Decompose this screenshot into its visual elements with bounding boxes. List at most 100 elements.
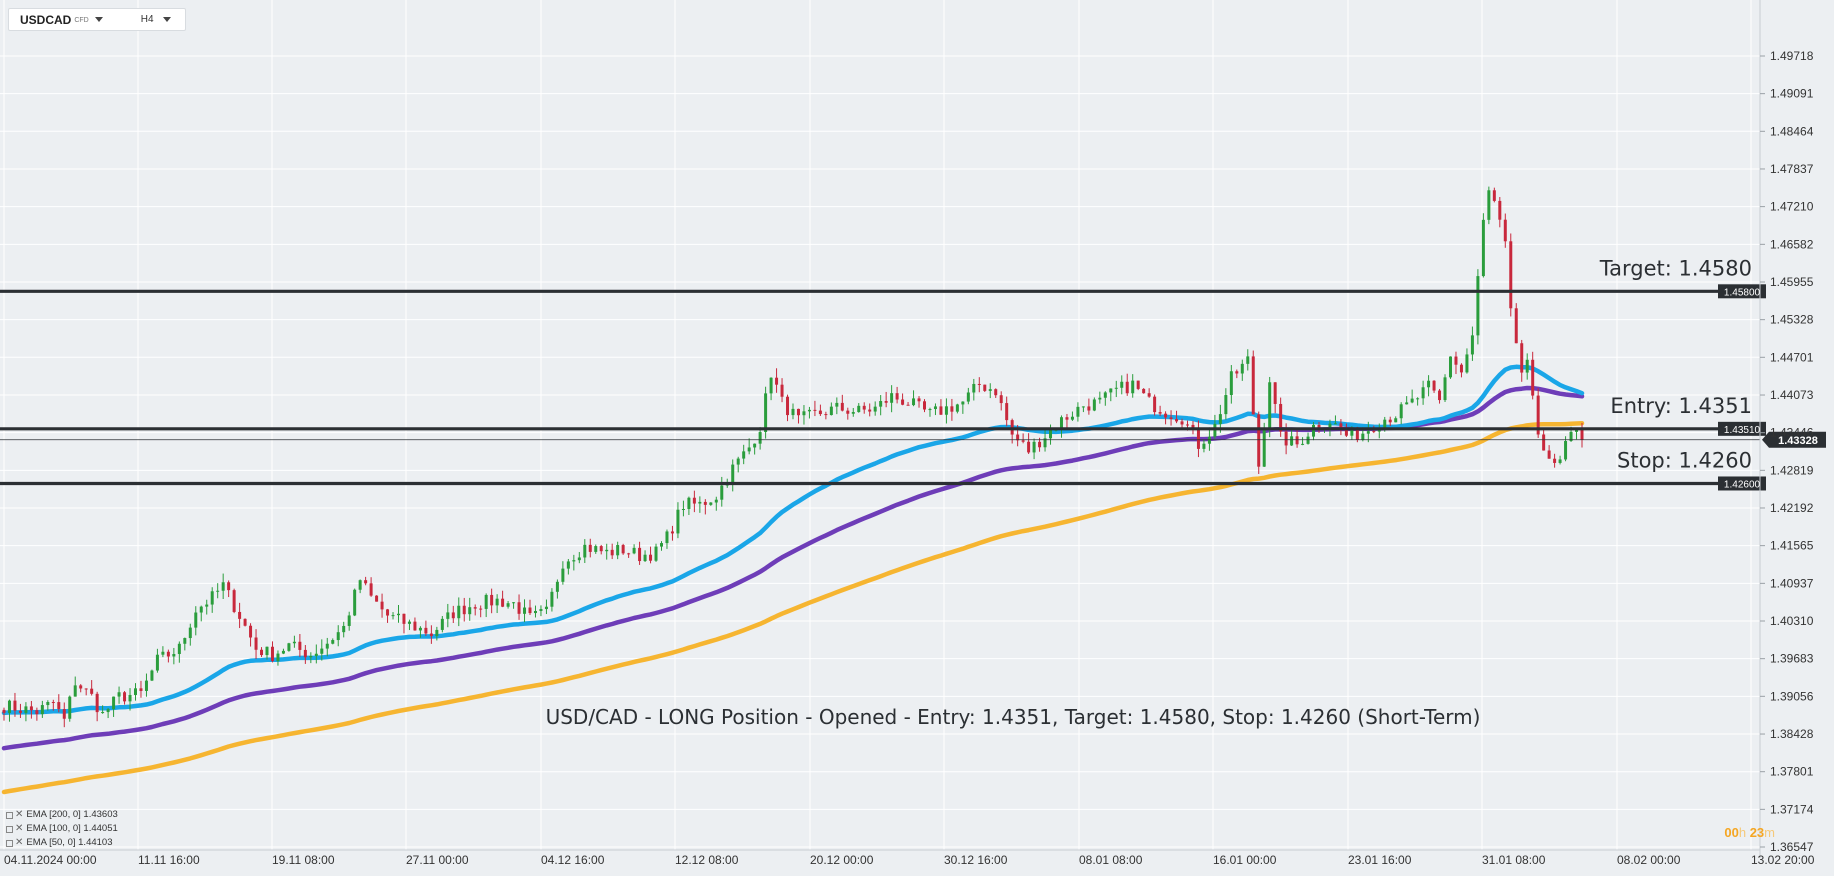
indicator-settings-icon[interactable] (6, 825, 13, 833)
candle-body (13, 700, 17, 711)
candle-body (292, 641, 296, 644)
candle-body (884, 401, 888, 403)
candle-body (813, 409, 817, 411)
symbol-type: CFD (74, 17, 89, 24)
price-tick-label: 1.48464 (1770, 124, 1814, 138)
candle-body (1476, 276, 1480, 336)
candle-body (1317, 424, 1321, 430)
candle-body (1153, 396, 1157, 413)
chart-title: USD/CAD - LONG Position - Opened - Entry… (546, 705, 1481, 729)
legend-item-ema100[interactable]: ✕ EMA [100, 0] 1.44051 (6, 822, 118, 836)
candle-body (627, 553, 631, 555)
candle-body (599, 546, 603, 552)
candle-body (221, 582, 225, 591)
candle-body (736, 458, 740, 465)
candle-body (1301, 443, 1305, 445)
price-tick-label: 1.39056 (1770, 689, 1814, 703)
candle-body (150, 670, 154, 681)
candle-body (413, 621, 417, 631)
candle-body (1235, 371, 1239, 374)
candle-body (972, 383, 976, 393)
time-tick-label: 16.01 00:00 (1213, 853, 1277, 867)
candle-body (632, 547, 636, 554)
candle-body (364, 580, 368, 584)
candle-body (1142, 388, 1146, 394)
candle-body (369, 583, 373, 596)
position-levels: Target: 1.4580 1.45800 Entry: 1.4351 1.4351… (0, 256, 1826, 491)
candle-body (51, 702, 55, 704)
candle-body (46, 702, 50, 706)
candle-body (1481, 219, 1485, 277)
indicator-settings-icon[interactable] (6, 839, 13, 847)
candle-body (1432, 380, 1436, 391)
candle-body (391, 615, 395, 617)
candle-body (1443, 377, 1447, 401)
candle-body (1498, 200, 1502, 220)
candle-body (1246, 356, 1250, 364)
candle-body (912, 398, 916, 406)
candle-body (512, 602, 516, 604)
level-tag-stop (1718, 476, 1766, 491)
candle-body (1580, 428, 1584, 440)
candle-body (791, 408, 795, 416)
candle-body (144, 680, 148, 691)
price-tick-label: 1.46582 (1770, 237, 1814, 251)
time-tick-label: 12.12 08:00 (675, 853, 739, 867)
timeframe-label[interactable]: H4 (140, 14, 154, 25)
candle-body (1558, 459, 1562, 463)
candle-body (1542, 434, 1546, 451)
candle-body (418, 627, 422, 631)
candle-body (1284, 431, 1288, 446)
candle-body (846, 410, 850, 414)
candle-body (1449, 356, 1452, 378)
candle-body (1295, 436, 1299, 445)
candle-body (698, 501, 702, 504)
symbol-dropdown-icon[interactable] (94, 17, 103, 22)
candle-body (840, 402, 844, 411)
legend-item-ema50[interactable]: ✕ EMA [50, 0] 1.44103 (6, 836, 118, 850)
ema-200-line (1, 420, 1585, 795)
candle-body (890, 393, 894, 403)
candle-body (57, 702, 61, 710)
candle-body (1438, 390, 1442, 401)
timeframe-dropdown-icon[interactable] (162, 17, 171, 22)
candle-body (676, 509, 680, 534)
candle-body (539, 609, 543, 611)
candle-body (320, 648, 324, 654)
candle-body (572, 560, 576, 562)
candle-body (128, 694, 132, 702)
indicator-settings-icon[interactable] (6, 811, 13, 819)
candle-body (906, 404, 910, 406)
candle-body (621, 545, 625, 554)
candle-body (375, 595, 379, 602)
candle-body (1470, 335, 1474, 355)
legend-item-ema200[interactable]: ✕ EMA [200, 0] 1.43603 (6, 808, 118, 822)
remove-indicator-icon[interactable]: ✕ (15, 823, 24, 834)
candle-body (857, 405, 861, 413)
time-axis[interactable]: 04.11.2024 00:00 11.11 16:00 19.11 08:00 27… (0, 849, 1815, 867)
time-tick-label: 08.02 00:00 (1617, 853, 1681, 867)
candle-body (2, 709, 6, 713)
candle-body (1059, 417, 1063, 430)
candle-body (665, 531, 669, 544)
candle-body (1049, 429, 1053, 439)
remove-indicator-icon[interactable]: ✕ (15, 809, 24, 820)
candle-body (1098, 397, 1102, 400)
candle-body (709, 502, 713, 505)
price-tick-label: 1.37801 (1770, 765, 1814, 779)
candle-body (1339, 423, 1343, 430)
remove-indicator-icon[interactable]: ✕ (15, 837, 24, 848)
candle-body (1410, 398, 1414, 403)
candle-body (336, 632, 340, 641)
candle-body (1492, 190, 1496, 201)
candle-body (649, 554, 653, 561)
candle-body (216, 590, 220, 592)
price-axis[interactable]: 1.49718 1.49091 1.48464 1.47837 1.47210 1.465… (1759, 0, 1814, 858)
candle-body (928, 409, 932, 411)
candle-body (1169, 417, 1173, 420)
candle-body (106, 709, 110, 713)
symbol-selector[interactable]: USDCAD CFD H4 (8, 8, 186, 31)
candle-body (484, 594, 488, 609)
price-tick-label: 1.41565 (1770, 539, 1814, 553)
